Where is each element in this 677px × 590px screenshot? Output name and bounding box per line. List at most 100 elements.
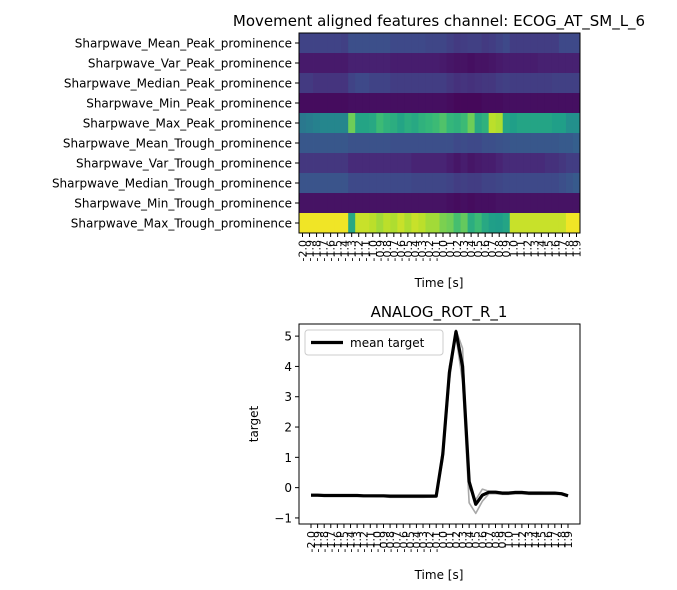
heatmap-cell [425,133,433,154]
heatmap-cell [523,193,532,214]
heatmap-cell [341,173,349,194]
heatmap-cell [516,193,525,214]
heatmap-cell [299,53,307,74]
heatmap-cell [495,133,504,154]
heatmap-x-tick-label: 1.1 [514,240,527,258]
heatmap-cell [390,193,398,214]
heatmap-cell [411,53,419,74]
heatmap-cell [439,93,447,114]
heatmap-cell [432,33,440,54]
heatmap-cell [376,213,384,234]
heatmap-cell [299,193,307,214]
heatmap-cell [362,73,370,94]
heatmap-cell [558,173,567,194]
line-x-tick-label: 0.9 [496,531,509,549]
heatmap-title: Movement aligned features channel: ECOG_… [233,12,645,31]
heatmap-cell [369,73,377,94]
heatmap-cell [558,193,567,214]
heatmap-cell [362,193,370,214]
heatmap-x-tick-label: 1.6 [549,240,562,258]
heatmap-cell [306,73,314,94]
heatmap-cell [523,93,532,114]
heatmap-cell [390,33,398,54]
heatmap-row-label: Sharpwave_Max_Trough_prominence [71,217,292,231]
line-x-tick-label: 1.2 [516,531,529,549]
heatmap-cell [572,133,581,154]
heatmap-cell [334,93,342,114]
heatmap-x-tick-label: -1.9 [304,240,317,261]
heatmap-cell [439,193,447,214]
heatmap-cell [467,53,476,74]
heatmap-cell [411,173,419,194]
heatmap-cell [474,193,483,214]
heatmap-cell [572,213,581,234]
line-x-tick-label: -0.5 [404,531,417,552]
heatmap-cell [565,113,574,134]
heatmap-cell [327,153,335,174]
heatmap-cell [544,193,553,214]
heatmap-cell [369,193,377,214]
heatmap-cell [467,113,476,134]
heatmap-cell [355,133,363,154]
heatmap-cell [502,113,511,134]
line-x-tick-label: -0.8 [384,531,397,552]
heatmap-cell [572,113,581,134]
heatmap-cell [572,93,581,114]
heatmap-x-tick-label: -1.6 [325,240,338,261]
heatmap-cell [453,73,461,94]
heatmap-cell [369,93,377,114]
heatmap-cell [432,213,440,234]
heatmap-cell [446,113,454,134]
heatmap-cell [404,193,412,214]
heatmap-cell [348,173,356,194]
heatmap-cell [313,93,321,114]
heatmap-cell [390,173,398,194]
heatmap-cell [488,213,497,234]
heatmap-cell [474,113,483,134]
heatmap-cell [530,213,539,234]
heatmap-x-tick-label: 1.4 [535,240,548,258]
heatmap-x-tick-label: -1.5 [332,240,345,261]
heatmap-cell [376,113,384,134]
heatmap-cell [404,133,412,154]
heatmap-cell [411,133,419,154]
heatmap-cell [432,93,440,114]
heatmap-cell [327,73,335,94]
line-x-tick-label: 0.4 [463,531,476,549]
heatmap-cell [313,113,321,134]
heatmap-cell [502,93,511,114]
heatmap-cell [544,133,553,154]
heatmap-cell [460,33,469,54]
heatmap-cell [439,133,447,154]
heatmap-cell [495,213,504,234]
heatmap-cell [544,33,553,54]
heatmap-cell [481,153,490,174]
line-x-tick-label: -0.7 [391,531,404,552]
heatmap-cell [355,93,363,114]
heatmap-x-tick-label: -1.4 [339,240,352,261]
line-x-tick-label: -1.9 [312,531,325,552]
heatmap-cell [355,33,363,54]
heatmap-cell [432,73,440,94]
heatmap-cell [551,93,560,114]
heatmap-cell [530,153,539,174]
heatmap-cell [481,193,490,214]
line-y-ticks: −1 0 1 2 3 4 5 [274,330,299,525]
heatmap-cell [453,213,461,234]
line-x-tick-label: -1.1 [364,531,377,552]
heatmap-cell [411,33,419,54]
heatmap-cell [397,53,405,74]
heatmap-cell [467,193,476,214]
heatmap-cell [306,53,314,74]
heatmap-cell [558,133,567,154]
heatmap-x-tick-label: -2.0 [297,240,310,261]
heatmap-cell [362,153,370,174]
heatmap-x-tick-label: -1.7 [318,240,331,261]
heatmap-cell [418,33,426,54]
heatmap-cell [348,73,356,94]
heatmap-cell [432,113,440,134]
heatmap-cell [397,193,405,214]
heatmap-cell [397,213,405,234]
heatmap-cell [516,173,525,194]
heatmap-cell [404,213,412,234]
